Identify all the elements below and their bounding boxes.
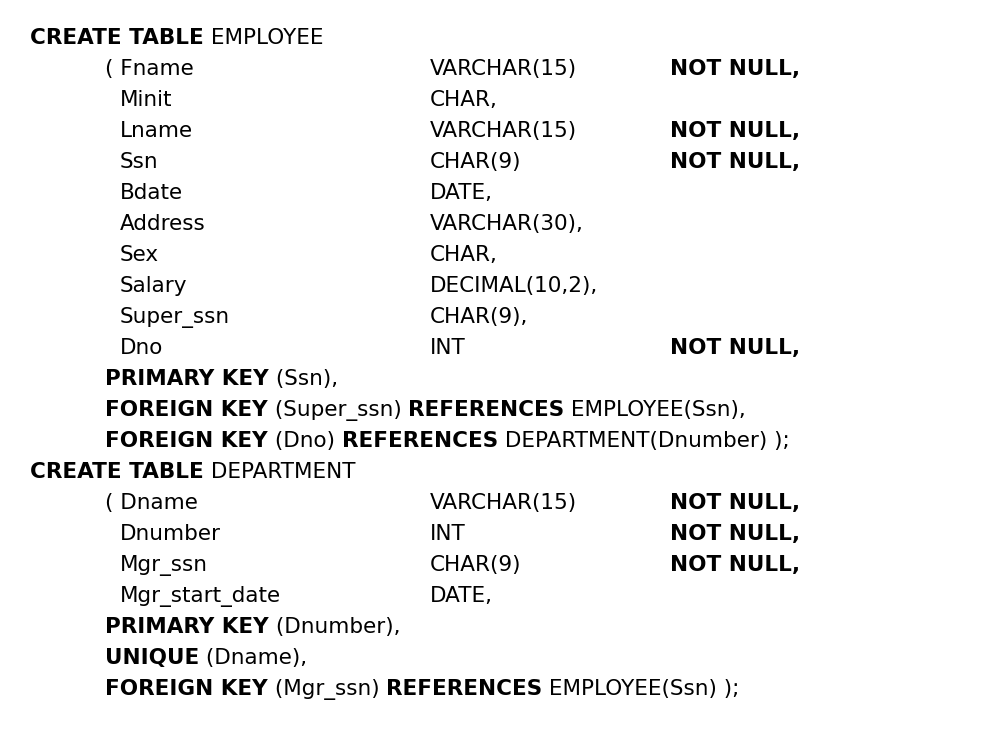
Text: UNIQUE: UNIQUE (105, 648, 200, 668)
Text: Sex: Sex (120, 245, 159, 265)
Text: CHAR(9),: CHAR(9), (430, 307, 528, 327)
Text: CREATE TABLE: CREATE TABLE (30, 28, 204, 48)
Text: CREATE TABLE: CREATE TABLE (30, 462, 204, 482)
Text: NOT NULL,: NOT NULL, (670, 59, 800, 79)
Text: Dno: Dno (120, 338, 164, 358)
Text: Salary: Salary (120, 276, 188, 296)
Text: VARCHAR(15): VARCHAR(15) (430, 493, 577, 513)
Text: NOT NULL,: NOT NULL, (670, 493, 800, 513)
Text: REFERENCES: REFERENCES (386, 679, 542, 699)
Text: FOREIGN KEY: FOREIGN KEY (105, 679, 268, 699)
Text: Ssn: Ssn (120, 152, 159, 172)
Text: (Super_ssn): (Super_ssn) (268, 400, 408, 421)
Text: NOT NULL,: NOT NULL, (670, 121, 800, 141)
Text: Mgr_start_date: Mgr_start_date (120, 586, 281, 607)
Text: Minit: Minit (120, 90, 173, 110)
Text: DEPARTMENT: DEPARTMENT (204, 462, 355, 482)
Text: DATE,: DATE, (430, 586, 493, 606)
Text: DATE,: DATE, (430, 183, 493, 203)
Text: CHAR,: CHAR, (430, 90, 497, 110)
Text: EMPLOYEE(Ssn),: EMPLOYEE(Ssn), (564, 400, 747, 420)
Text: Bdate: Bdate (120, 183, 183, 203)
Text: INT: INT (430, 338, 466, 358)
Text: VARCHAR(15): VARCHAR(15) (430, 59, 577, 79)
Text: NOT NULL,: NOT NULL, (670, 555, 800, 575)
Text: (Ssn),: (Ssn), (269, 369, 338, 389)
Text: DECIMAL(10,2),: DECIMAL(10,2), (430, 276, 598, 296)
Text: (Mgr_ssn): (Mgr_ssn) (268, 679, 386, 700)
Text: PRIMARY KEY: PRIMARY KEY (105, 369, 269, 389)
Text: NOT NULL,: NOT NULL, (670, 152, 800, 172)
Text: Mgr_ssn: Mgr_ssn (120, 555, 208, 576)
Text: Super_ssn: Super_ssn (120, 307, 230, 328)
Text: Lname: Lname (120, 121, 193, 141)
Text: FOREIGN KEY: FOREIGN KEY (105, 400, 268, 420)
Text: CHAR(9): CHAR(9) (430, 152, 521, 172)
Text: FOREIGN KEY: FOREIGN KEY (105, 431, 268, 451)
Text: ( Fname: ( Fname (105, 59, 194, 79)
Text: (Dno): (Dno) (268, 431, 342, 451)
Text: ( Dname: ( Dname (105, 493, 198, 513)
Text: DEPARTMENT(Dnumber) );: DEPARTMENT(Dnumber) ); (497, 431, 789, 451)
Text: REFERENCES: REFERENCES (408, 400, 564, 420)
Text: PRIMARY KEY: PRIMARY KEY (105, 617, 269, 637)
Text: Dnumber: Dnumber (120, 524, 221, 544)
Text: VARCHAR(15): VARCHAR(15) (430, 121, 577, 141)
Text: EMPLOYEE(Ssn) );: EMPLOYEE(Ssn) ); (542, 679, 740, 699)
Text: REFERENCES: REFERENCES (342, 431, 497, 451)
Text: EMPLOYEE: EMPLOYEE (204, 28, 324, 48)
Text: Address: Address (120, 214, 206, 234)
Text: INT: INT (430, 524, 466, 544)
Text: CHAR(9): CHAR(9) (430, 555, 521, 575)
Text: NOT NULL,: NOT NULL, (670, 338, 800, 358)
Text: (Dnumber),: (Dnumber), (269, 617, 400, 637)
Text: CHAR,: CHAR, (430, 245, 497, 265)
Text: VARCHAR(30),: VARCHAR(30), (430, 214, 584, 234)
Text: NOT NULL,: NOT NULL, (670, 524, 800, 544)
Text: (Dname),: (Dname), (200, 648, 308, 668)
